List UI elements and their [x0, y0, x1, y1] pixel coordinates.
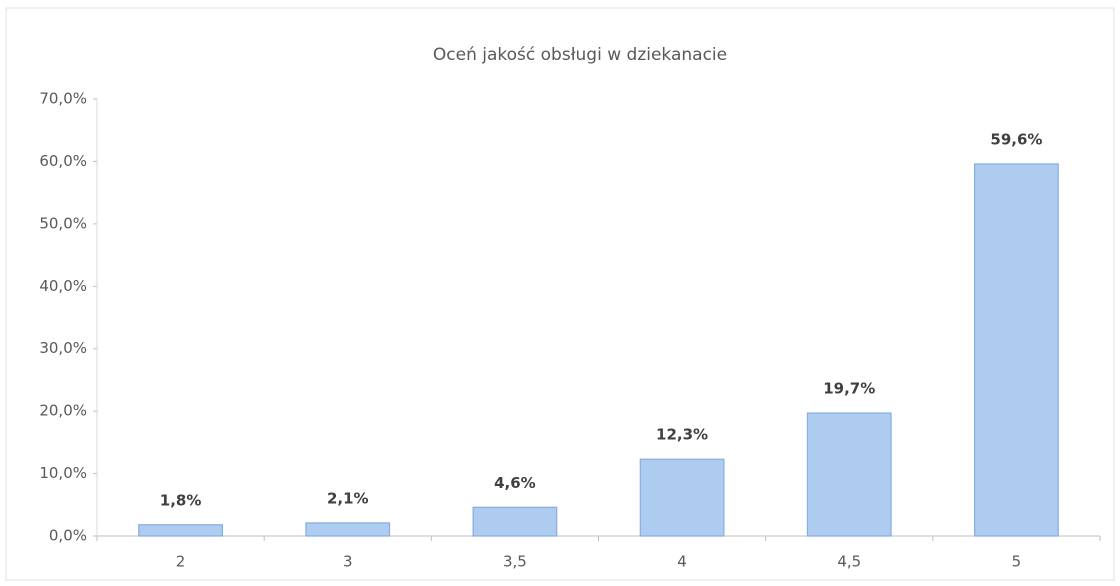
value-label: 1,8% — [160, 491, 202, 509]
y-tick-label: 40,0% — [39, 277, 87, 295]
chart-border — [5, 7, 1115, 581]
bar — [639, 458, 725, 537]
bar — [974, 163, 1059, 537]
value-label: 19,7% — [823, 380, 875, 398]
chart-title: Oceń jakość obsługi w dziekanacie — [433, 45, 727, 65]
x-tick-label: 5 — [1012, 553, 1022, 571]
x-tick-label: 3 — [343, 553, 353, 571]
x-tick-label: 2 — [176, 553, 186, 571]
value-label: 2,1% — [327, 489, 369, 507]
bar — [806, 412, 892, 537]
y-tick-label: 50,0% — [39, 214, 87, 232]
y-tick-label: 10,0% — [39, 464, 87, 482]
value-label: 4,6% — [494, 474, 536, 492]
y-tick-label: 70,0% — [39, 90, 87, 108]
x-tick-label: 3,5 — [503, 553, 527, 571]
bar — [305, 522, 391, 537]
x-tick-label: 4,5 — [837, 553, 861, 571]
x-tick-label: 4 — [677, 553, 687, 571]
y-tick-label: 60,0% — [39, 152, 87, 170]
y-tick-label: 30,0% — [39, 339, 87, 357]
y-tick-label: 20,0% — [39, 402, 87, 420]
value-label: 59,6% — [990, 130, 1042, 148]
value-label: 12,3% — [656, 426, 708, 444]
y-tick-label: 0,0% — [49, 527, 87, 545]
bar — [472, 506, 558, 537]
bar — [138, 524, 223, 537]
